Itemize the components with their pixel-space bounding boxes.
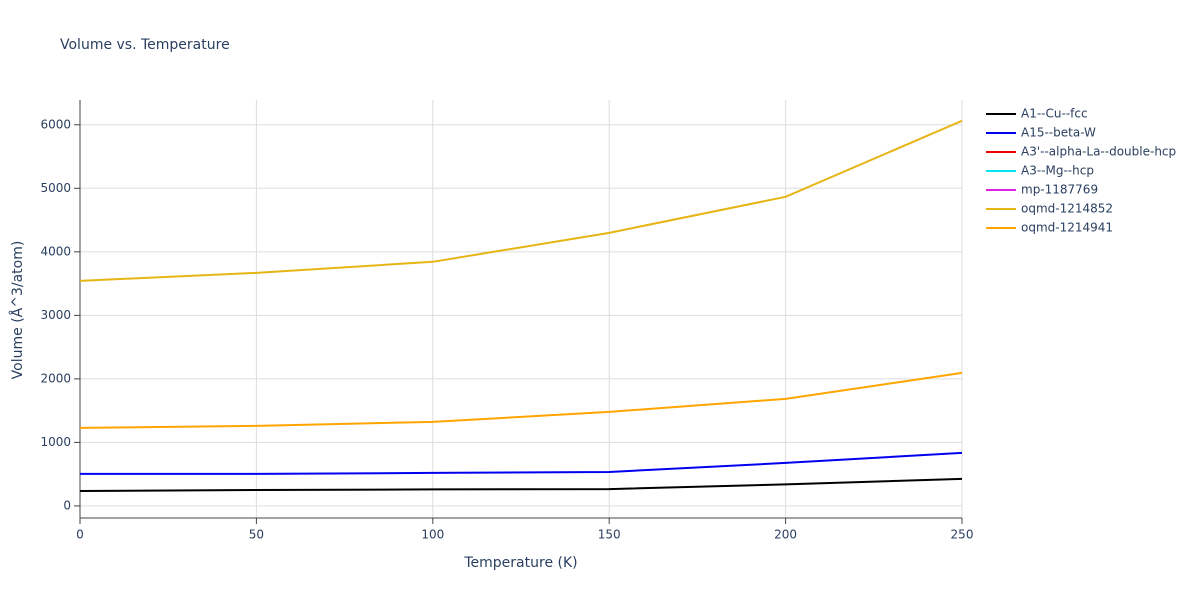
chart-title: Volume vs. Temperature xyxy=(60,37,230,53)
x-axis-title: Temperature (K) xyxy=(463,555,577,571)
x-tick-label: 100 xyxy=(421,528,444,542)
y-tick-label: 5000 xyxy=(40,181,71,195)
series-line xyxy=(80,451,963,475)
series-line xyxy=(79,371,963,429)
x-tick-label: 200 xyxy=(774,528,797,542)
y-tick-label: 4000 xyxy=(40,244,71,258)
series-line xyxy=(79,119,963,282)
legend-label: A1--Cu--fcc xyxy=(1021,107,1088,121)
y-tick-label: 2000 xyxy=(40,371,71,385)
legend-label: oqmd-1214941 xyxy=(1021,221,1113,235)
legend-label: A15--beta-W xyxy=(1021,126,1096,140)
y-tick-label: 1000 xyxy=(40,435,71,449)
y-tick-label: 6000 xyxy=(40,117,71,131)
x-tick-label: 0 xyxy=(76,528,84,542)
legend-label: mp-1187769 xyxy=(1021,183,1098,197)
y-axis-title: Volume (Å^3/atom) xyxy=(9,241,26,380)
legend-label: A3'--alpha-La--double-hcp xyxy=(1021,145,1176,159)
y-tick-label: 3000 xyxy=(40,308,71,322)
x-tick-label: 250 xyxy=(951,528,974,542)
legend-label: A3--Mg--hcp xyxy=(1021,164,1094,178)
series-line xyxy=(79,477,963,492)
y-tick-label: 0 xyxy=(63,498,71,512)
x-tick-label: 150 xyxy=(598,528,621,542)
legend-label: oqmd-1214852 xyxy=(1021,202,1113,216)
x-tick-label: 50 xyxy=(249,528,264,542)
